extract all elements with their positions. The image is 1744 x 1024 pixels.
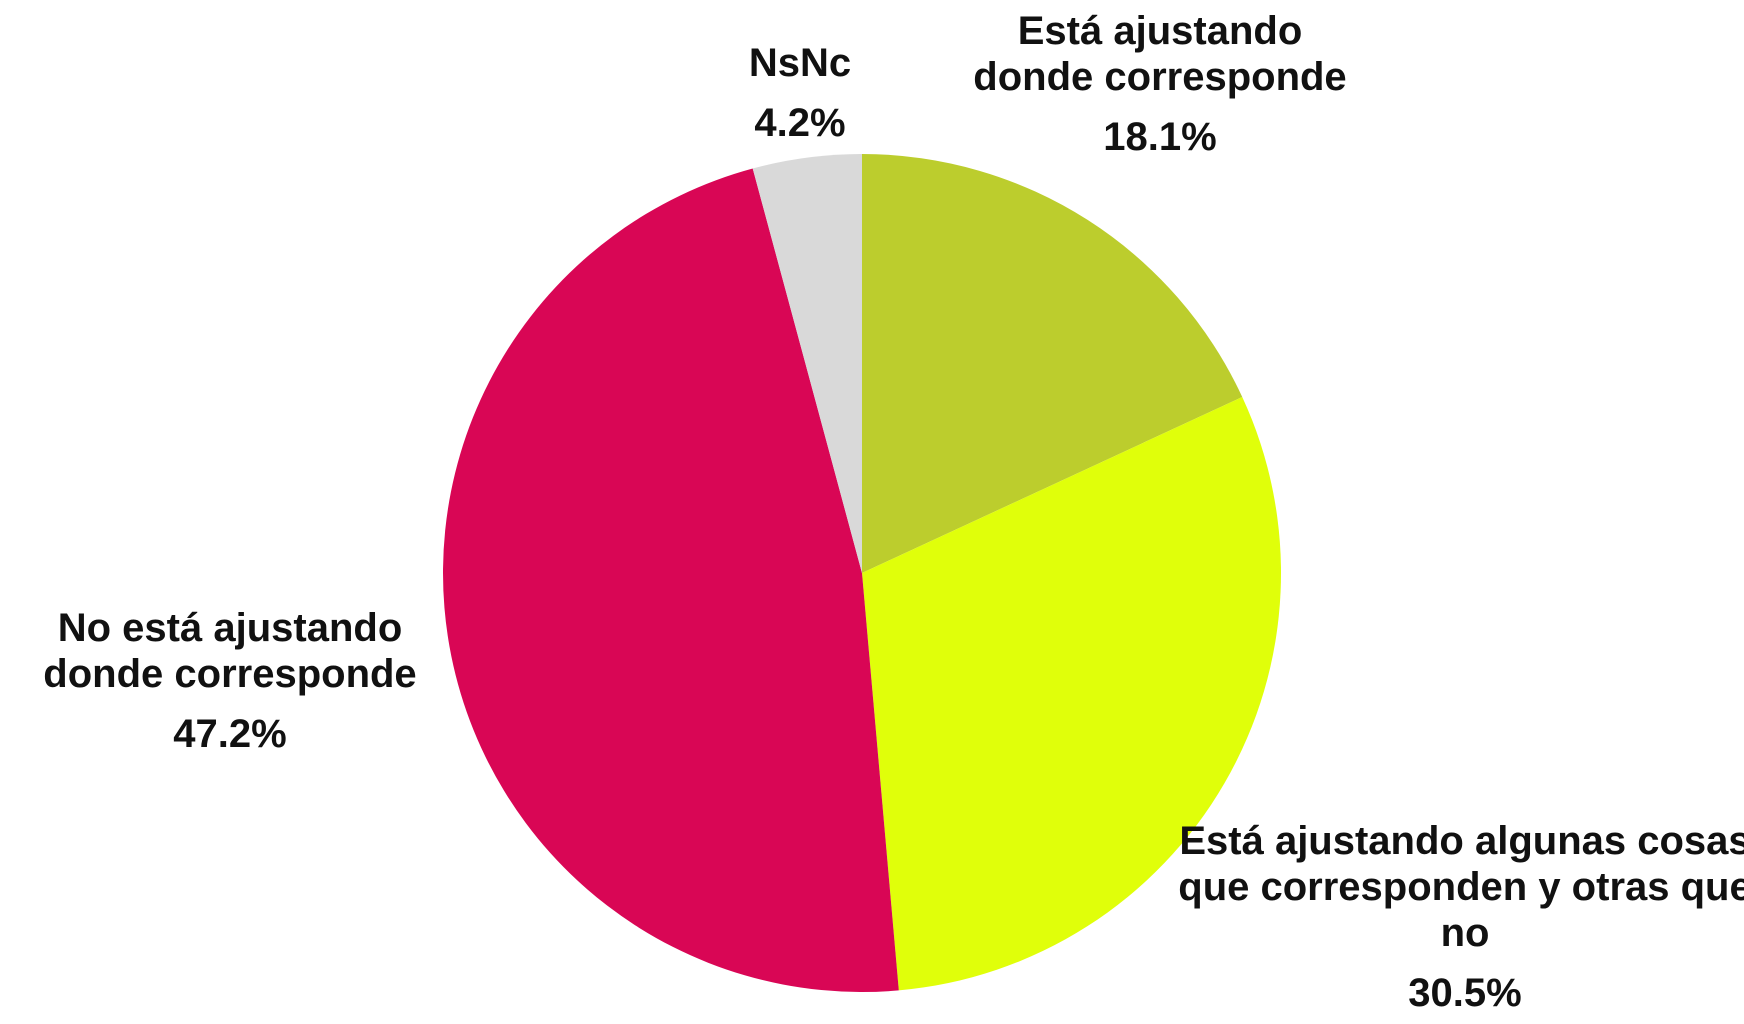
slice-label: No está ajustando donde corresponde 47.2% (10, 605, 450, 757)
value-label: 18.1% (1103, 115, 1217, 159)
pie-slice (752, 154, 862, 573)
category-label: Está ajustando algunas cosas que corresp… (1178, 819, 1744, 955)
value-label: 47.2% (173, 712, 287, 756)
slice-label: Está ajustando algunas cosas que corresp… (1170, 818, 1744, 1016)
slice-label: NsNc 4.2% (700, 40, 900, 146)
pie-slice (862, 154, 1243, 573)
slice-label: Está ajustando donde corresponde 18.1% (970, 8, 1350, 160)
pie-slice (862, 396, 1281, 991)
pie-slice (442, 168, 899, 993)
category-label: NsNc (748, 41, 852, 85)
value-label: 4.2% (754, 101, 846, 145)
category-label: Está ajustando donde corresponde (973, 9, 1347, 99)
value-label: 30.5% (1408, 971, 1522, 1015)
category-label: No está ajustando donde corresponde (43, 606, 417, 696)
